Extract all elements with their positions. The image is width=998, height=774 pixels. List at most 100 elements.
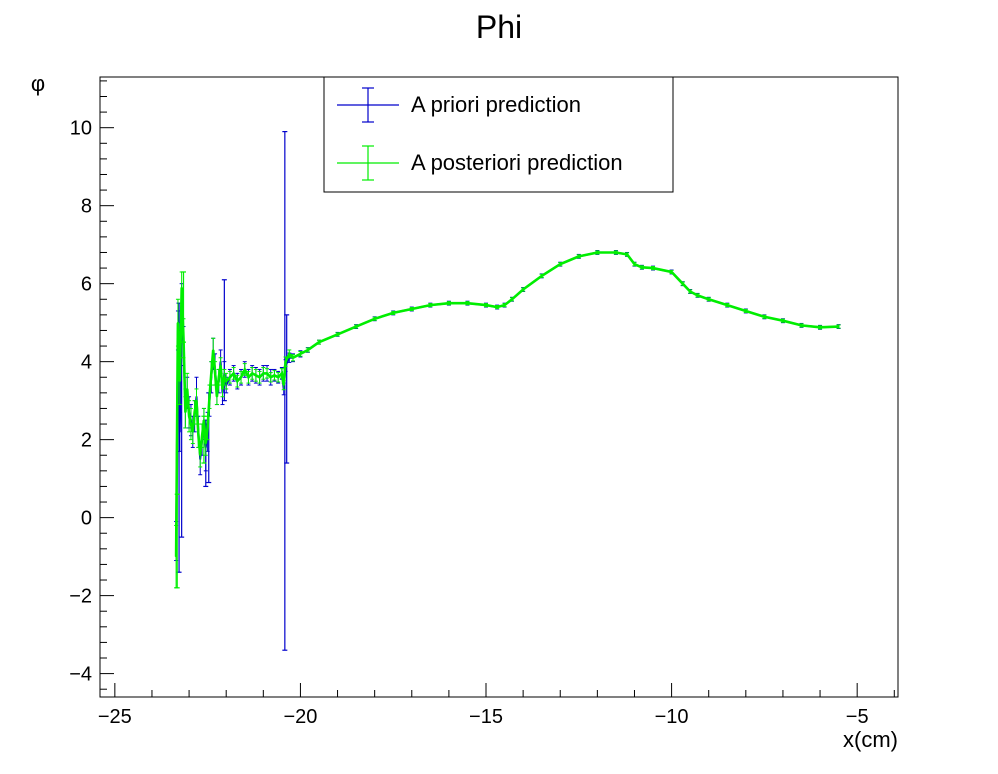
chart-title: Phi [476, 9, 522, 45]
y-tick-label: 6 [81, 274, 92, 296]
data-point [258, 376, 261, 379]
data-point [254, 374, 257, 377]
data-point [763, 315, 766, 318]
data-point [596, 251, 599, 254]
data-point [223, 376, 226, 379]
data-point [800, 324, 803, 327]
data-point [726, 304, 729, 307]
series-1 [174, 250, 841, 589]
x-axis-label: x(cm) [843, 727, 898, 752]
data-point [282, 384, 285, 386]
y-tick-label: 0 [81, 508, 92, 530]
data-point [577, 255, 580, 258]
x-axis-ticks: −25 −20 −15 −10 −5 [98, 683, 895, 728]
y-tick-label: 8 [81, 196, 92, 218]
data-point [819, 326, 821, 329]
data-point [318, 341, 320, 344]
data-point [559, 263, 562, 266]
data-point [511, 298, 513, 301]
data-point [292, 356, 294, 359]
data-point [197, 434, 200, 437]
y-tick-label: 2 [81, 430, 92, 452]
data-point [177, 321, 179, 324]
data-point [689, 290, 692, 293]
legend: A priori prediction A posteriori predict… [323, 76, 674, 193]
series-line [175, 251, 839, 542]
x-tick-label: −15 [469, 706, 503, 728]
data-point [355, 325, 358, 328]
data-point [186, 388, 189, 390]
y-tick-label: 4 [81, 352, 92, 374]
data-point [466, 302, 469, 305]
series-line [174, 251, 839, 557]
data-point [299, 352, 302, 355]
data-point [640, 266, 643, 269]
data-point [199, 454, 202, 457]
data-point [240, 376, 242, 379]
data-point [247, 376, 250, 379]
y-axis-label: φ [31, 71, 45, 96]
data-point [273, 374, 276, 377]
data-point [225, 380, 228, 383]
data-point [633, 263, 636, 266]
x-tick-label: −5 [846, 706, 869, 728]
data-point [540, 274, 543, 277]
data-point [266, 372, 268, 375]
data-point [670, 271, 673, 273]
data-point [214, 372, 216, 375]
data-point [191, 430, 194, 433]
x-tick-label: −25 [98, 706, 132, 728]
data-point [707, 298, 710, 301]
data-point [696, 294, 699, 297]
data-point [262, 372, 265, 375]
data-point [201, 434, 203, 437]
data-point [410, 308, 413, 310]
data-point [373, 317, 376, 320]
series-layer [174, 130, 841, 651]
data-point [232, 372, 235, 375]
legend-label-a-priori: A priori prediction [411, 92, 581, 117]
data-point [221, 388, 224, 390]
data-point [206, 427, 209, 429]
x-tick-label: −20 [283, 706, 317, 728]
data-point [496, 306, 499, 308]
legend-entry-a-priori [337, 87, 399, 123]
data-point [184, 411, 187, 414]
x-tick-label: −10 [655, 706, 689, 728]
data-point [485, 304, 487, 307]
series-0 [174, 130, 841, 651]
data-point [447, 302, 450, 305]
data-point [204, 442, 207, 445]
data-point [626, 253, 628, 256]
data-point [175, 555, 177, 558]
legend-entry-a-posteriori [337, 145, 399, 181]
data-point [744, 310, 747, 312]
data-point [288, 352, 291, 355]
data-point [277, 376, 280, 379]
data-point [681, 282, 684, 285]
data-point [208, 395, 211, 398]
data-point [229, 376, 231, 379]
data-point [522, 288, 525, 291]
data-point [429, 304, 432, 307]
data-point [503, 304, 506, 307]
legend-label-a-posteriori: A posteriori prediction [411, 150, 623, 175]
data-point [269, 376, 272, 379]
data-point [188, 415, 190, 418]
data-point [217, 376, 220, 379]
y-tick-label: −2 [69, 586, 92, 608]
data-point [210, 372, 213, 375]
y-tick-label: 10 [70, 118, 92, 140]
data-point [251, 372, 254, 375]
data-point [180, 286, 183, 289]
data-point [615, 251, 617, 254]
data-point [392, 312, 395, 314]
y-tick-label: −4 [69, 664, 92, 686]
data-point [837, 325, 840, 328]
data-point [280, 372, 283, 375]
data-point [195, 399, 198, 402]
data-point [236, 380, 239, 383]
data-point [306, 349, 309, 351]
data-point [216, 395, 218, 398]
